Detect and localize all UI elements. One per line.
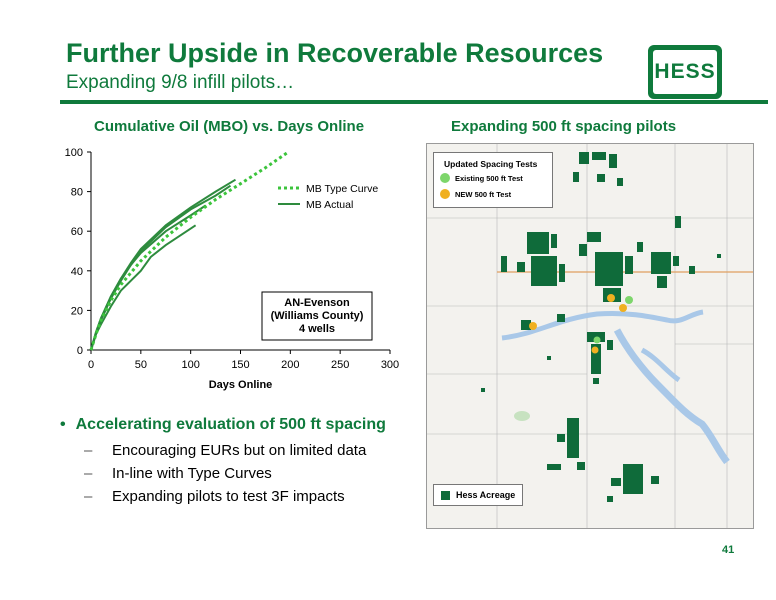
x-tick-label: 150 <box>231 359 249 371</box>
sub-bullet-text: In-line with Type Curves <box>112 465 272 482</box>
y-tick-label: 40 <box>71 266 83 278</box>
legend-label: NEW 500 ft Test <box>455 189 512 199</box>
bullet-dot: • <box>60 416 66 433</box>
orange-dot-icon <box>440 189 450 199</box>
lake-arm <box>613 328 730 465</box>
x-tick-label: 100 <box>181 359 199 371</box>
legend-title: Updated Spacing Tests <box>444 159 538 169</box>
spacing-test-markers <box>529 294 633 354</box>
spacing-tests-legend: Updated Spacing Tests Existing 500 ft Te… <box>433 152 553 208</box>
bullet-list: • Accelerating evaluation of 500 ft spac… <box>60 416 420 505</box>
annotation-text: 4 wells <box>299 323 335 335</box>
y-tick-label: 60 <box>71 226 83 238</box>
river <box>501 309 704 341</box>
bullet-main-text: Accelerating evaluation of 500 ft spacin… <box>75 416 386 433</box>
page-number: 41 <box>722 544 735 556</box>
legend-label: Existing 500 ft Test <box>455 173 523 183</box>
legend-type-curve-label: MB Type Curve <box>306 183 378 195</box>
type-curve-line <box>89 150 290 351</box>
actual-well-curve <box>90 178 237 351</box>
actual-well-curve <box>90 204 207 351</box>
acreage-swatch-icon <box>441 490 450 500</box>
legend-item-existing: Existing 500 ft Test <box>440 173 523 183</box>
cumulative-oil-chart: 0 20 40 60 80 100 0 50 100 150 200 250 300 Days Onlin… <box>65 147 400 391</box>
acreage-map: Updated Spacing Tests Existing 500 ft Te… <box>426 143 754 529</box>
y-tick-label: 20 <box>71 305 83 317</box>
sub-bullet: – Encouraging EURs but on limited data <box>84 442 420 459</box>
dash-icon: – <box>84 488 93 505</box>
legend-actual-label: MB Actual <box>306 199 353 211</box>
legend-item-new: NEW 500 ft Test <box>440 189 511 199</box>
actual-well-curve <box>90 224 197 351</box>
sub-bullet: – In-line with Type Curves <box>84 465 420 482</box>
sub-bullet: – Expanding pilots to test 3F impacts <box>84 488 420 505</box>
hess-acreage-blocks <box>481 152 721 502</box>
sub-bullet-text: Encouraging EURs but on limited data <box>112 442 367 459</box>
logo-frame: HESS <box>653 50 717 94</box>
park-area <box>514 411 530 421</box>
acreage-legend: Hess Acreage <box>433 484 523 506</box>
acreage-label: Hess Acreage <box>456 490 516 500</box>
x-axis-label: Days Online <box>209 379 273 391</box>
chart-title: Cumulative Oil (MBO) vs. Days Online <box>94 118 365 135</box>
header-divider <box>60 100 768 104</box>
x-tick-label: 300 <box>381 359 399 371</box>
x-tick-label: 250 <box>331 359 349 371</box>
map-grid-lines <box>427 144 753 528</box>
logo-text: HESS <box>654 60 716 83</box>
dash-icon: – <box>84 442 93 459</box>
actual-well-curve <box>90 184 232 351</box>
x-tick-label: 200 <box>281 359 299 371</box>
x-tick-label: 50 <box>135 359 147 371</box>
x-tick-label: 0 <box>88 359 94 371</box>
dash-icon: – <box>84 465 93 482</box>
annotation-box <box>261 291 373 341</box>
slide-subtitle: Expanding 9/8 infill pilots… <box>66 72 295 93</box>
hess-logo: HESS <box>648 45 722 99</box>
y-tick-label: 100 <box>65 147 83 159</box>
bullet-main: • Accelerating evaluation of 500 ft spac… <box>60 416 420 434</box>
green-dot-icon <box>440 173 450 183</box>
annotation-text: AN-Evenson <box>284 297 350 309</box>
map-title: Expanding 500 ft spacing pilots <box>451 118 677 135</box>
lake-arm <box>640 347 681 383</box>
slide-title: Further Upside in Recoverable Resources <box>66 38 604 68</box>
y-tick-label: 0 <box>77 345 83 357</box>
sub-bullet-text: Expanding pilots to test 3F impacts <box>112 488 345 505</box>
y-tick-label: 80 <box>71 187 83 199</box>
map-graphic <box>427 144 753 528</box>
annotation-text: (Williams County) <box>271 310 364 322</box>
